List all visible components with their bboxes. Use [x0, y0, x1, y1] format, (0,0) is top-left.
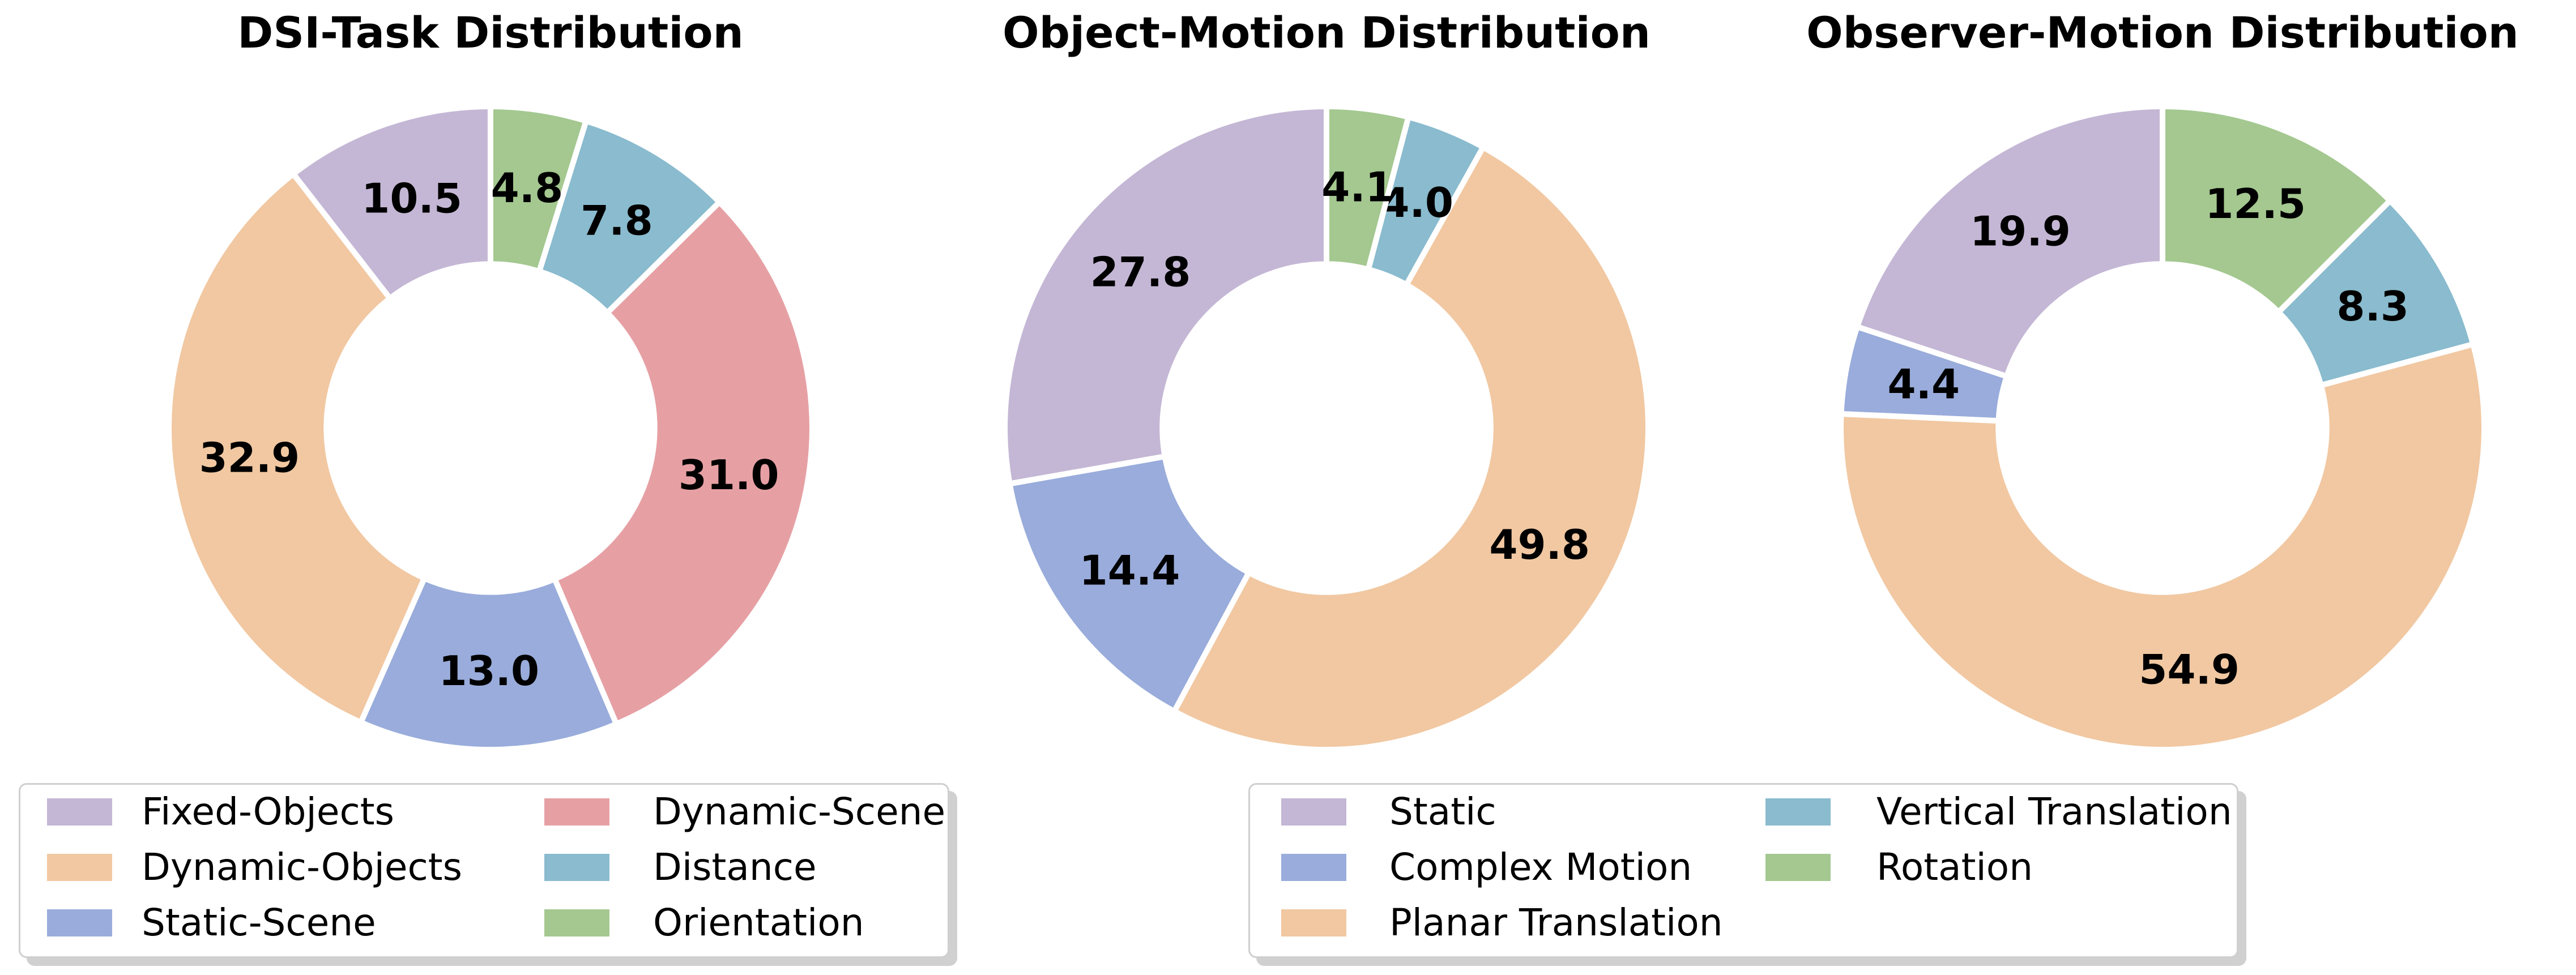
donut-chart-observer-motion: 19.9 4.4 54.9 8.3 12.5 — [1838, 103, 2487, 752]
chart-title-dsi-task: DSI-Task Distribution — [237, 7, 744, 58]
donut-chart-object-motion: 27.8 14.4 49.8 4.04.1 — [1001, 103, 1651, 752]
legend-label-distance: Distance — [653, 845, 817, 889]
legend-label-dynamic-objects: Dynamic-Objects — [142, 845, 463, 889]
donut-slice-rotation — [2160, 103, 2394, 317]
legend-swatch-static-scene — [47, 909, 112, 936]
donut-slice-dynamic-scene — [551, 198, 815, 728]
donut-slice-static — [1853, 103, 2165, 380]
legend-swatch-dynamic-objects — [47, 854, 112, 881]
donut-slice-static — [1001, 103, 1329, 488]
legend-label-complex-motion: Complex Motion — [1389, 845, 1692, 889]
slice-value-label: 19.9 — [1970, 207, 2071, 255]
donut-slice-complex-motion — [1006, 453, 1253, 716]
legend-label-vertical-translation: Vertical Translation — [1876, 790, 2232, 833]
chart-title-object-motion: Object-Motion Distribution — [1003, 7, 1650, 58]
legend-swatch-planar-translation — [1281, 909, 1346, 936]
legend-label-rotation: Rotation — [1876, 845, 2033, 889]
legend-swatch-rotation — [1765, 854, 1831, 881]
donut-slice-planar-translation — [1170, 143, 1651, 752]
slice-value-label: 7.8 — [581, 197, 653, 245]
slice-value-label: 14.4 — [1080, 546, 1180, 594]
legend-label-orientation: Orientation — [653, 901, 864, 944]
slice-value-label: 10.5 — [361, 174, 462, 222]
slice-value-label: 4.4 — [1888, 360, 1960, 408]
legend-swatch-dynamic-scene — [544, 798, 609, 826]
legend-swatch-distance — [544, 854, 609, 881]
legend-swatch-complex-motion — [1281, 854, 1346, 881]
slice-value-label: 8.3 — [2336, 283, 2409, 330]
legend-motion: Static Complex Motion Planar Translation… — [1248, 783, 2238, 958]
donut-slice-planar-translation — [1838, 340, 2487, 752]
legend-label-fixed-objects: Fixed-Objects — [142, 790, 395, 833]
slice-value-label: 12.5 — [2205, 180, 2306, 228]
legend-label-dynamic-scene: Dynamic-Scene — [653, 790, 946, 833]
legend-swatch-vertical-translation — [1765, 798, 1831, 826]
slice-value-label: 54.9 — [2139, 645, 2240, 693]
legend-swatch-fixed-objects — [47, 798, 112, 826]
slice-value-label: 13.0 — [438, 647, 539, 695]
slice-value-label: 32.9 — [199, 434, 300, 481]
legend-dsi-task: Fixed-Objects Dynamic-Objects Static-Sce… — [19, 783, 949, 958]
donut-chart-dsi-task: 10.5 32.9 13.0 31.0 7.8 4.8 — [166, 103, 815, 752]
slice-value-label: 4.0 — [1381, 179, 1453, 226]
legend-label-static-scene: Static-Scene — [142, 901, 376, 944]
donut-slice-dynamic-objects — [166, 170, 428, 726]
legend-label-planar-translation: Planar Translation — [1389, 901, 1723, 944]
slice-value-label: 49.8 — [1489, 521, 1590, 568]
legend-label-static: Static — [1389, 790, 1496, 833]
slice-value-label: 27.8 — [1090, 248, 1191, 296]
legend-swatch-orientation — [544, 909, 609, 936]
donut-slice-fixed-objects — [289, 103, 493, 303]
slice-value-label: 4.8 — [491, 164, 564, 212]
legend-swatch-static — [1281, 798, 1346, 826]
donut-slice-orientation — [488, 103, 590, 275]
slice-value-label: 31.0 — [679, 451, 779, 499]
donut-slice-rotation — [1324, 103, 1412, 273]
donut-slice-static-scene — [357, 574, 620, 752]
chart-title-observer-motion: Observer-Motion Distribution — [1806, 7, 2519, 58]
slice-value-label: 4.1 — [1321, 164, 1394, 211]
